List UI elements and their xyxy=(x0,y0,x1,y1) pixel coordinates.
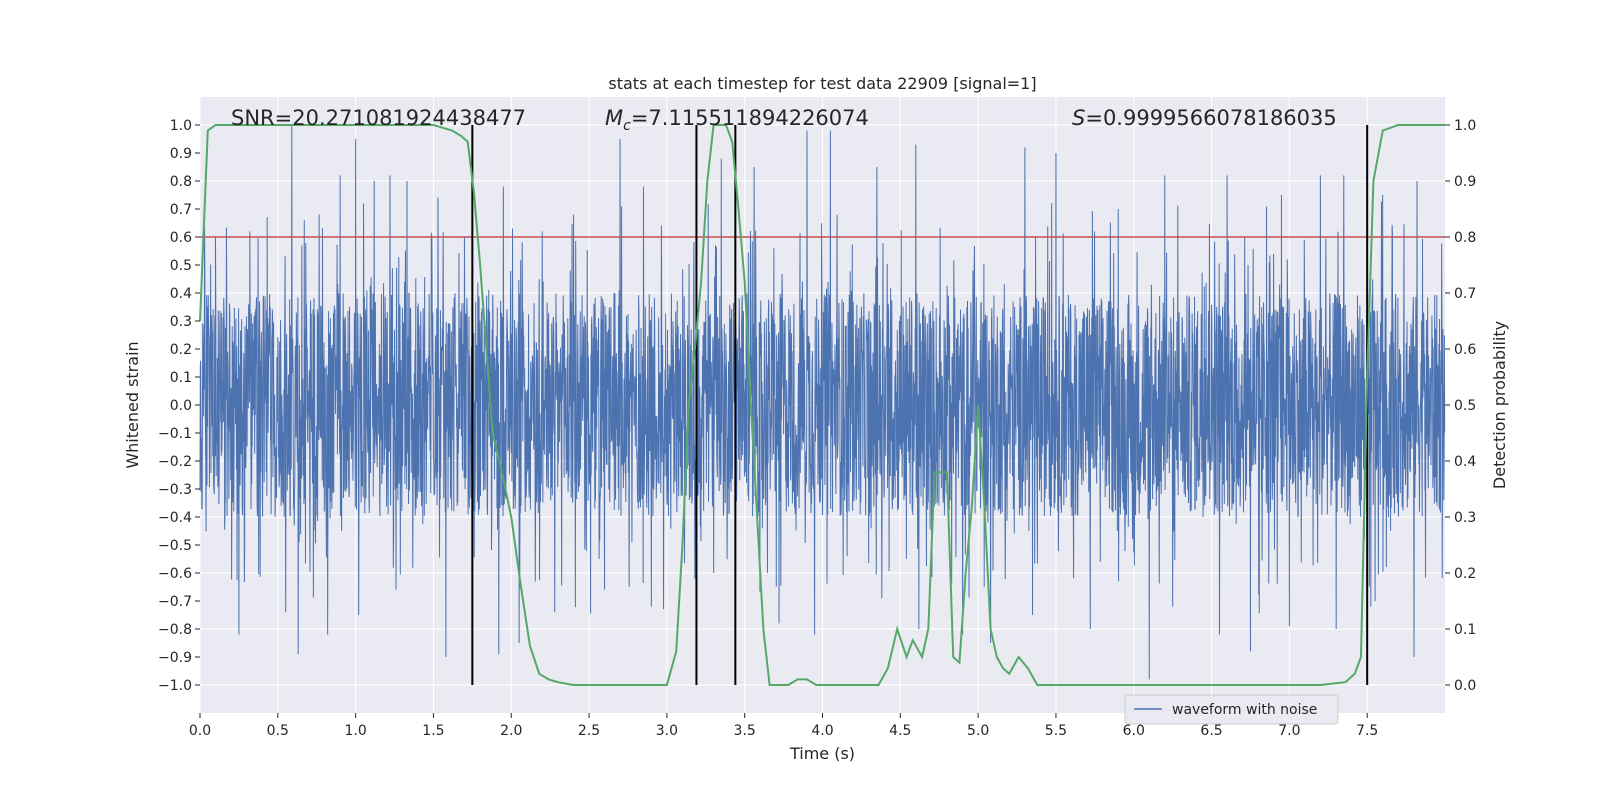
x-tick-label: 4.0 xyxy=(811,723,833,739)
y-tick-label: 0.4 xyxy=(170,286,192,302)
y-tick-label: 0.6 xyxy=(170,230,192,246)
y-tick-label: −0.9 xyxy=(158,650,192,666)
y-tick-label: 0.3 xyxy=(170,314,192,330)
y2-tick-label: 0.0 xyxy=(1454,678,1476,694)
y2-ticks: 1.0 0.9 0.8 0.7 0.6 0.5 0.4 0.3 0.2 0.1 0.0 xyxy=(1445,118,1476,694)
y-tick-label: −0.5 xyxy=(158,538,192,554)
y-tick-label: 0.2 xyxy=(170,342,192,358)
y2-tick-label: 0.8 xyxy=(1454,230,1476,246)
x-tick-label: 0.0 xyxy=(189,723,211,739)
x-tick-label: 5.5 xyxy=(1045,723,1067,739)
mc-value: =7.115511894226074 xyxy=(631,106,869,130)
y-axis-label: Whitened strain xyxy=(123,341,142,468)
waveform-series xyxy=(199,124,1446,680)
probability-line xyxy=(199,124,1445,686)
y-tick-label: 0.1 xyxy=(170,370,192,386)
y2-tick-label: 0.9 xyxy=(1454,174,1476,190)
y-tick-label: −0.7 xyxy=(158,594,192,610)
snr-annotation: SNR=20.271081924438477 xyxy=(231,106,526,130)
y2-tick-label: 1.0 xyxy=(1454,118,1476,134)
x-tick-label: 2.0 xyxy=(500,723,522,739)
y-tick-label: 1.0 xyxy=(170,118,192,134)
y2-tick-label: 0.3 xyxy=(1454,510,1476,526)
x-axis-label: Time (s) xyxy=(789,744,855,763)
y2-tick-label: 0.4 xyxy=(1454,454,1476,470)
y-tick-label: −0.1 xyxy=(158,426,192,442)
x-tick-label: 4.5 xyxy=(889,723,911,739)
y-tick-label: −1.0 xyxy=(158,678,192,694)
probability-series xyxy=(199,124,1445,686)
mc-subscript: c xyxy=(623,118,631,134)
legend: waveform with noise xyxy=(1124,694,1339,725)
y2-tick-label: 0.1 xyxy=(1454,622,1476,638)
x-ticks: 0.0 0.5 1.0 1.5 2.0 2.5 3.0 3.5 4.0 4.5 5.0 5.5 6.0 6… xyxy=(189,713,1378,739)
y-tick-label: −0.4 xyxy=(158,510,192,526)
y-tick-label: 0.9 xyxy=(170,146,192,162)
chirp-mass-annotation: Mc=7.115511894226074 xyxy=(605,106,869,134)
y2-tick-label: 0.2 xyxy=(1454,566,1476,582)
y-tick-label: 0.8 xyxy=(170,174,192,190)
x-tick-label: 1.5 xyxy=(422,723,444,739)
y-tick-label: −0.8 xyxy=(158,622,192,638)
y-tick-label: 0.5 xyxy=(170,258,192,274)
x-tick-label: 2.5 xyxy=(578,723,600,739)
y-ticks: 1.0 0.9 0.8 0.7 0.6 0.5 0.4 0.3 0.2 0.1 0.0 −0.1 −0.… xyxy=(158,118,200,694)
legend-box xyxy=(1124,694,1339,725)
x-tick-label: 3.5 xyxy=(734,723,756,739)
x-tick-label: 3.0 xyxy=(656,723,678,739)
x-tick-label: 1.0 xyxy=(344,723,366,739)
x-tick-label: 0.5 xyxy=(267,723,289,739)
y-tick-label: 0.7 xyxy=(170,202,192,218)
chart-title: stats at each timestep for test data 229… xyxy=(608,74,1036,93)
y2-tick-label: 0.5 xyxy=(1454,398,1476,414)
x-tick-label: 6.5 xyxy=(1200,723,1222,739)
y2-tick-label: 0.6 xyxy=(1454,342,1476,358)
y2-axis-label: Detection probability xyxy=(1490,321,1509,489)
y-tick-label: 0.0 xyxy=(170,398,192,414)
waveform-line xyxy=(199,124,1446,680)
x-tick-label: 7.5 xyxy=(1356,723,1378,739)
y-tick-label: −0.2 xyxy=(158,454,192,470)
y-tick-label: −0.3 xyxy=(158,482,192,498)
x-tick-label: 5.0 xyxy=(967,723,989,739)
s-symbol: S xyxy=(1072,106,1085,130)
x-tick-label: 7.0 xyxy=(1278,723,1300,739)
legend-entry: waveform with noise xyxy=(1172,702,1317,718)
s-value: =0.9999566078186035 xyxy=(1085,106,1336,130)
s-annotation: S=0.9999566078186035 xyxy=(1072,106,1337,130)
y-tick-label: −0.6 xyxy=(158,566,192,582)
y2-tick-label: 0.7 xyxy=(1454,286,1476,302)
x-tick-label: 6.0 xyxy=(1123,723,1145,739)
mc-symbol: M xyxy=(605,106,623,130)
